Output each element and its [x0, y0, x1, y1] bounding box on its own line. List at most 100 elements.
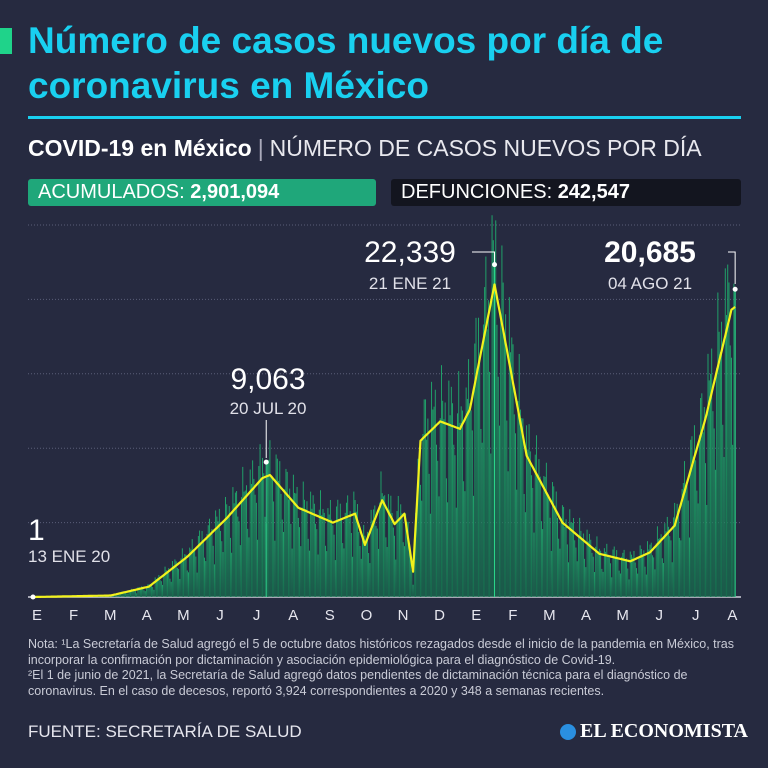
bar	[143, 590, 145, 597]
bar	[365, 542, 367, 597]
bar	[341, 519, 342, 597]
bar	[421, 500, 423, 597]
bar	[560, 518, 562, 597]
bar	[563, 506, 565, 597]
bar	[690, 439, 692, 597]
x-tick-label: A	[142, 607, 152, 624]
bar	[465, 387, 467, 597]
bar	[216, 516, 218, 597]
bar	[489, 371, 491, 597]
x-tick-label: M	[616, 607, 629, 624]
bar	[555, 491, 557, 597]
bar	[353, 491, 355, 597]
bar	[239, 545, 241, 597]
bar	[468, 359, 470, 597]
x-tick-label: F	[69, 607, 78, 624]
bar	[352, 556, 354, 597]
bar	[663, 563, 665, 597]
bar	[544, 476, 546, 597]
bar	[494, 264, 496, 597]
bar	[614, 557, 616, 597]
bar	[317, 554, 319, 597]
bar	[584, 558, 586, 597]
bar	[507, 471, 509, 597]
bar	[396, 511, 398, 597]
bar	[558, 538, 560, 597]
bar	[463, 481, 465, 597]
bar	[420, 484, 421, 597]
bar	[204, 557, 205, 597]
globe-icon	[560, 723, 576, 740]
bar	[147, 584, 149, 597]
bar	[491, 215, 493, 598]
x-tick-label: J	[253, 607, 261, 624]
bar	[705, 463, 706, 597]
bar	[197, 536, 199, 597]
bar	[655, 543, 657, 597]
bar	[249, 469, 251, 597]
bar	[547, 495, 549, 597]
bar	[647, 541, 648, 597]
bar	[665, 531, 667, 597]
bar	[376, 528, 378, 597]
bar	[718, 331, 720, 597]
bar	[358, 531, 360, 597]
bar	[605, 551, 607, 597]
bar	[144, 591, 146, 597]
bar	[323, 512, 325, 597]
bar	[375, 525, 377, 597]
bar	[366, 531, 368, 597]
x-tick-label: A	[581, 607, 591, 624]
bar	[685, 487, 687, 597]
bar	[706, 504, 708, 597]
x-tick-label: J	[692, 607, 700, 624]
bar	[626, 558, 628, 597]
bar	[696, 490, 698, 597]
bar	[212, 545, 214, 597]
bar	[355, 511, 357, 597]
bar	[318, 509, 320, 597]
bar	[263, 473, 265, 597]
bar	[610, 563, 611, 597]
bar	[712, 411, 714, 597]
bar	[194, 551, 196, 597]
bar	[169, 578, 171, 597]
bar	[594, 572, 595, 597]
bar	[677, 509, 679, 597]
bar	[574, 540, 576, 597]
bar	[255, 502, 257, 597]
bar	[575, 547, 577, 597]
bar	[506, 420, 508, 597]
bar	[331, 519, 333, 597]
bar	[243, 491, 245, 597]
bar	[218, 508, 220, 597]
subtitle-bold: COVID-19 en México	[28, 135, 252, 161]
bar	[306, 501, 308, 597]
bar	[517, 401, 519, 597]
bar	[568, 562, 570, 597]
bar	[702, 432, 704, 597]
bar	[505, 314, 507, 597]
bar	[316, 529, 318, 597]
bar	[344, 512, 346, 597]
bar	[349, 511, 351, 597]
bar	[501, 245, 503, 598]
bar	[727, 264, 729, 597]
bar	[554, 505, 556, 597]
bar	[552, 482, 553, 597]
bar	[265, 462, 267, 597]
bar	[359, 546, 361, 597]
bar	[134, 591, 136, 597]
bar	[178, 569, 180, 597]
bar	[697, 503, 699, 597]
bar	[726, 315, 727, 597]
bar	[181, 548, 183, 597]
bar	[476, 368, 478, 597]
bar	[716, 367, 718, 597]
annotation-dot	[732, 286, 738, 292]
bar	[287, 499, 289, 597]
bar	[497, 376, 499, 597]
bar	[354, 500, 356, 597]
bar	[370, 509, 372, 597]
bar	[321, 515, 323, 597]
